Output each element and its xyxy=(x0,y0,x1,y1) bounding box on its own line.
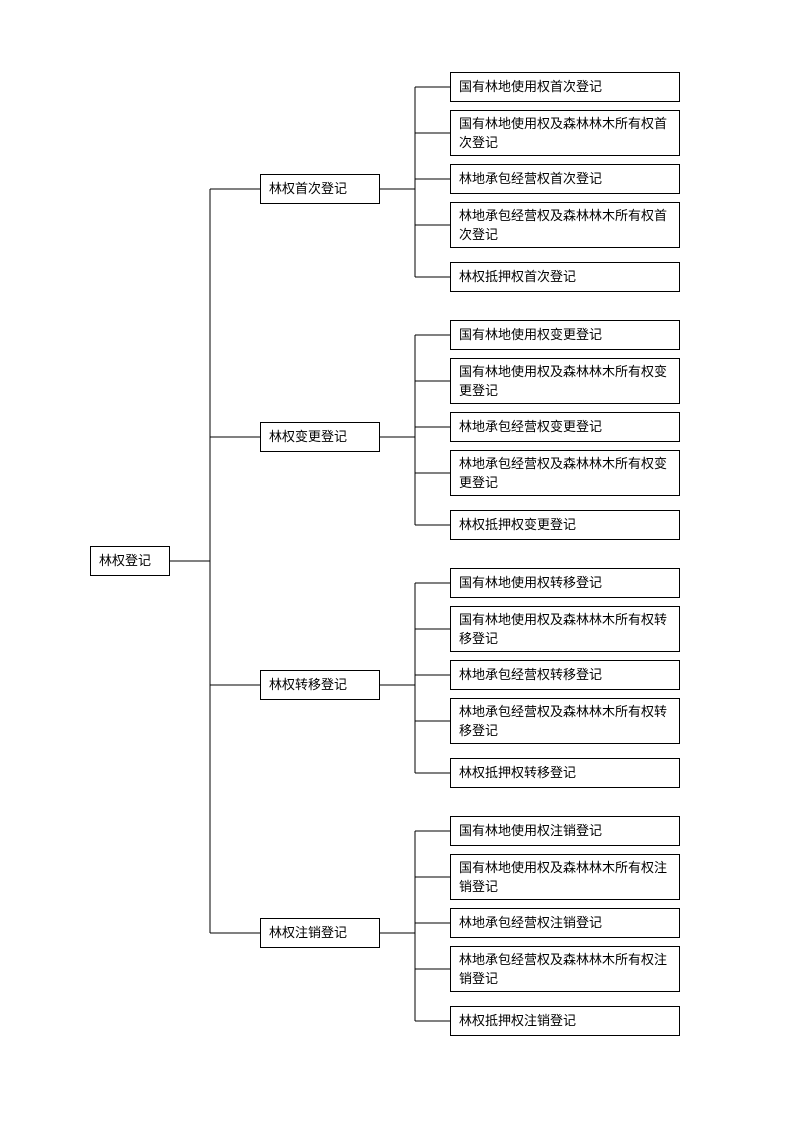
leaf-node: 国有林地使用权及森林林木所有权转移登记 xyxy=(450,606,680,652)
level2-node: 林权注销登记 xyxy=(260,918,380,948)
leaf-node: 国有林地使用权及森林林木所有权首次登记 xyxy=(450,110,680,156)
level2-node: 林权变更登记 xyxy=(260,422,380,452)
leaf-node: 国有林地使用权及森林林木所有权变更登记 xyxy=(450,358,680,404)
leaf-node: 林地承包经营权及森林林木所有权首次登记 xyxy=(450,202,680,248)
leaf-node: 林权抵押权变更登记 xyxy=(450,510,680,540)
leaf-node: 林地承包经营权注销登记 xyxy=(450,908,680,938)
root-node: 林权登记 xyxy=(90,546,170,576)
leaf-node: 林权抵押权首次登记 xyxy=(450,262,680,292)
leaf-node: 林权抵押权注销登记 xyxy=(450,1006,680,1036)
level2-node: 林权首次登记 xyxy=(260,174,380,204)
level2-node: 林权转移登记 xyxy=(260,670,380,700)
leaf-node: 林地承包经营权变更登记 xyxy=(450,412,680,442)
leaf-node: 林地承包经营权及森林林木所有权转移登记 xyxy=(450,698,680,744)
leaf-node: 林地承包经营权及森林林木所有权变更登记 xyxy=(450,450,680,496)
leaf-node: 国有林地使用权首次登记 xyxy=(450,72,680,102)
leaf-node: 林地承包经营权及森林林木所有权注销登记 xyxy=(450,946,680,992)
leaf-node: 国有林地使用权及森林林木所有权注销登记 xyxy=(450,854,680,900)
leaf-node: 林权抵押权转移登记 xyxy=(450,758,680,788)
leaf-node: 国有林地使用权转移登记 xyxy=(450,568,680,598)
leaf-node: 林地承包经营权转移登记 xyxy=(450,660,680,690)
leaf-node: 林地承包经营权首次登记 xyxy=(450,164,680,194)
leaf-node: 国有林地使用权注销登记 xyxy=(450,816,680,846)
leaf-node: 国有林地使用权变更登记 xyxy=(450,320,680,350)
